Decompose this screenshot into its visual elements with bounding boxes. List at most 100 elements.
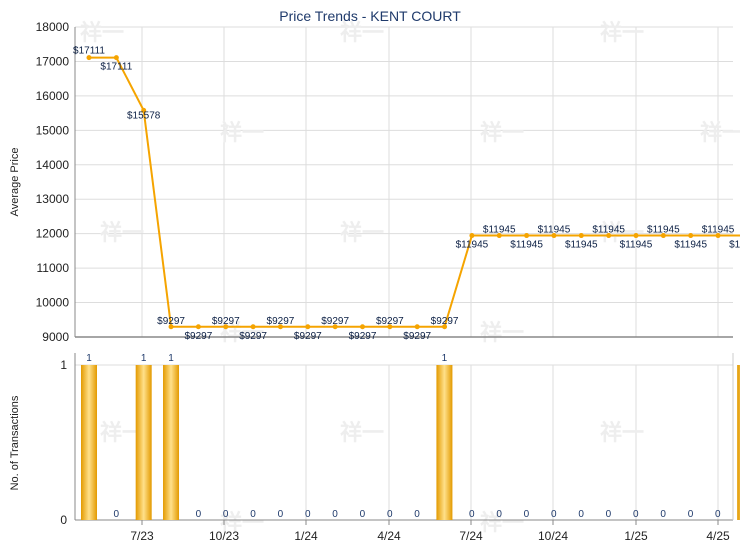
price-point bbox=[414, 324, 420, 330]
transaction-bar bbox=[81, 365, 97, 520]
count-label: 0 bbox=[578, 509, 584, 520]
price-line bbox=[86, 55, 740, 330]
watermark-glyph: 祥一 bbox=[600, 220, 644, 246]
price-label: $17111 bbox=[73, 46, 105, 57]
price-point bbox=[688, 233, 694, 239]
count-label: 0 bbox=[250, 509, 256, 520]
price-label: $9297 bbox=[349, 331, 377, 342]
count-label: 0 bbox=[660, 509, 666, 520]
price-y-axis-title: Average Price bbox=[9, 148, 21, 217]
transaction-bar bbox=[135, 365, 152, 520]
count-label: 0 bbox=[414, 509, 420, 520]
count-label: 0 bbox=[223, 509, 229, 520]
price-point bbox=[387, 324, 393, 330]
price-label: $9297 bbox=[321, 316, 349, 327]
price-label: $11945 bbox=[647, 225, 680, 236]
grid bbox=[75, 26, 733, 521]
y-tick-label: 18000 bbox=[36, 20, 70, 34]
price-label: $15578 bbox=[127, 110, 161, 121]
watermark-glyph: 祥一 bbox=[600, 20, 644, 46]
price-label: $9297 bbox=[431, 316, 459, 327]
data-labels: $17111$17111$15578$9297$9297$9297$9297$9… bbox=[73, 46, 740, 520]
transaction-bars bbox=[81, 365, 740, 520]
count-label: 1 bbox=[141, 353, 147, 364]
count-label: 0 bbox=[633, 509, 639, 520]
x-tick-label: 10/24 bbox=[538, 529, 568, 543]
price-label: $11945 bbox=[456, 240, 489, 251]
watermark-glyph: 祥一 bbox=[700, 120, 740, 146]
price-point bbox=[360, 324, 365, 330]
y-tick-label: 16000 bbox=[36, 89, 70, 103]
count-label: 0 bbox=[332, 509, 338, 520]
price-point bbox=[496, 233, 502, 239]
x-tick-label: 4/25 bbox=[706, 529, 730, 543]
y-tick-label: 13000 bbox=[36, 192, 70, 206]
price-label: $11945 bbox=[510, 240, 543, 251]
y-tick-label: 9000 bbox=[42, 330, 69, 344]
count-label: 0 bbox=[278, 509, 284, 520]
watermark-glyph: 祥一 bbox=[220, 510, 264, 536]
price-point bbox=[223, 324, 229, 330]
chart-title: Price Trends - KENT COURT bbox=[279, 8, 461, 24]
count-label: 0 bbox=[551, 509, 557, 520]
y-tick-label: 0 bbox=[60, 513, 67, 527]
price-label: $9297 bbox=[157, 316, 185, 327]
watermark-glyph: 祥一 bbox=[220, 120, 264, 146]
x-tick-label: 7/24 bbox=[459, 529, 483, 543]
watermark-glyph: 祥一 bbox=[480, 120, 524, 146]
watermark-glyph: 祥一 bbox=[600, 420, 644, 446]
price-label: $9297 bbox=[376, 316, 404, 327]
x-tick-label: 1/24 bbox=[294, 529, 318, 543]
price-label: $9297 bbox=[239, 331, 267, 342]
price-point bbox=[442, 324, 448, 330]
watermark-glyph: 祥一 bbox=[340, 20, 384, 46]
count-label: 1 bbox=[86, 353, 92, 364]
price-point bbox=[277, 324, 283, 330]
price-label: $11945 bbox=[674, 240, 707, 251]
count-label: 0 bbox=[688, 509, 694, 520]
count-label: 0 bbox=[196, 509, 202, 520]
y-tick-label: 10000 bbox=[36, 296, 70, 310]
price-point bbox=[141, 107, 147, 113]
price-label: $11945 bbox=[592, 225, 625, 236]
y-tick-label: 1 bbox=[60, 358, 67, 372]
transactions-y-axis-title: No. of Transactions bbox=[9, 395, 21, 490]
watermark-glyph: 祥一 bbox=[340, 420, 384, 446]
x-tick-label: 4/24 bbox=[377, 529, 401, 543]
price-label: $9297 bbox=[267, 316, 295, 327]
watermark-glyph: 祥一 bbox=[80, 20, 124, 46]
y-tick-label: 11000 bbox=[37, 261, 70, 275]
price-label: $17111 bbox=[100, 62, 132, 73]
count-label: 0 bbox=[387, 509, 393, 520]
watermark-glyph: 祥一 bbox=[340, 220, 384, 246]
y-tick-label: 12000 bbox=[36, 227, 70, 241]
price-point bbox=[305, 324, 311, 330]
watermark-glyph: 祥一 bbox=[480, 510, 524, 536]
count-label: 0 bbox=[524, 509, 530, 520]
y-tick-label: 17000 bbox=[36, 54, 70, 68]
count-label: 0 bbox=[715, 509, 721, 520]
price-point bbox=[606, 233, 612, 239]
price-label: $11945 bbox=[483, 225, 516, 236]
x-tick-label: 7/23 bbox=[130, 529, 154, 543]
price-point bbox=[332, 324, 338, 330]
price-point bbox=[633, 233, 639, 239]
price-point bbox=[469, 233, 475, 239]
x-tick-label: 10/23 bbox=[209, 529, 239, 543]
price-label: $9297 bbox=[212, 316, 240, 327]
watermark-glyph: 祥一 bbox=[100, 220, 144, 246]
price-point bbox=[578, 233, 584, 239]
price-point bbox=[250, 324, 256, 330]
price-label: $11945 bbox=[702, 225, 735, 236]
price-label: $9297 bbox=[294, 331, 322, 342]
price-line-path bbox=[89, 56, 740, 328]
y-tick-label: 14000 bbox=[36, 158, 70, 172]
count-label: 1 bbox=[168, 353, 174, 364]
price-point bbox=[660, 233, 666, 239]
price-point bbox=[113, 55, 119, 61]
price-label: $11945 bbox=[729, 240, 740, 251]
price-label: $9297 bbox=[184, 331, 212, 342]
price-label: $11945 bbox=[565, 240, 598, 251]
